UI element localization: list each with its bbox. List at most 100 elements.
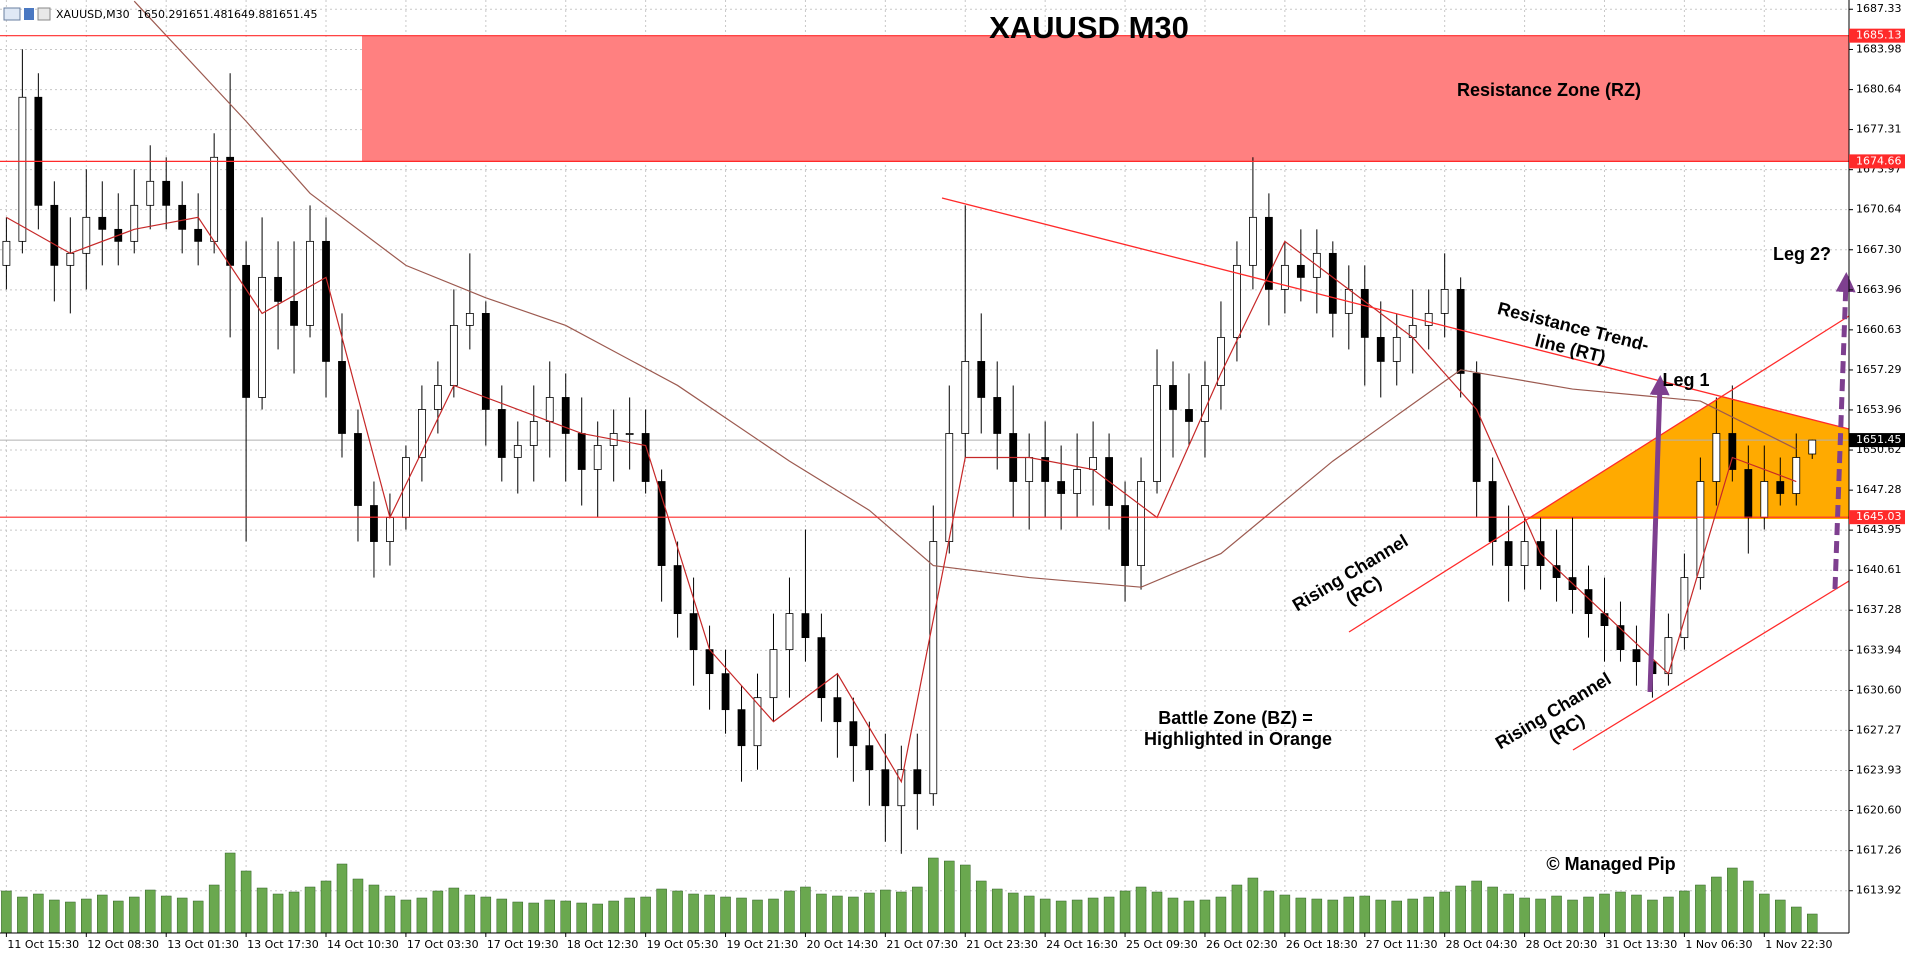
volume-bar [1759, 893, 1770, 933]
volume-bar [1327, 899, 1339, 933]
candle-body [1233, 264, 1241, 338]
volume-bar [928, 857, 939, 933]
y-tick-label: 1687.33 [1856, 2, 1902, 15]
y-tick-label: 1680.64 [1856, 83, 1902, 96]
price-tag-label: 1651.45 [1856, 433, 1902, 446]
volume-bar [1215, 896, 1227, 933]
volume-bar [1023, 895, 1035, 933]
annotation: Resistance Trend- line (RT) [1490, 298, 1655, 377]
y-tick-label: 1657.29 [1856, 363, 1902, 376]
candle-body [1328, 252, 1337, 314]
x-tick-label: 19 Oct 05:30 [647, 938, 719, 951]
volume-bar [1039, 898, 1051, 933]
volume-bar [1375, 899, 1387, 933]
volume-bar [1567, 899, 1578, 933]
y-tick-label: 1627.27 [1856, 723, 1902, 736]
volume-bar [736, 897, 747, 933]
candle-body [993, 397, 1002, 434]
volume-bar [1631, 894, 1642, 933]
price-tag-label: 1685.13 [1856, 29, 1902, 42]
y-tick-label: 1620.60 [1856, 804, 1902, 817]
candle-body [18, 96, 27, 242]
candle-body [1616, 625, 1625, 651]
volume-bar [1791, 906, 1802, 933]
candle-body [322, 240, 330, 362]
volume-bar [1583, 896, 1594, 933]
volume-bar [1183, 900, 1195, 933]
y-tick-label: 1670.64 [1856, 203, 1902, 216]
volume-bar [1503, 893, 1514, 933]
trend-line [941, 197, 1850, 430]
volume-bar [1487, 886, 1498, 933]
candle-body [50, 204, 59, 266]
volume-bar [1135, 886, 1147, 933]
x-tick-label: 11 Oct 15:30 [7, 938, 79, 951]
candle-body [1392, 337, 1401, 362]
candle-body [737, 709, 746, 747]
candle-body [833, 697, 842, 723]
candle-body [1424, 313, 1433, 326]
candle-body [593, 445, 602, 470]
candle-body [625, 433, 634, 435]
volume-bar [1647, 899, 1658, 933]
chart-title: XAUUSD M30 [989, 10, 1189, 45]
low: 1649.88 [227, 8, 273, 21]
x-tick-label: 12 Oct 08:30 [87, 938, 159, 951]
volume-bar [1535, 898, 1546, 933]
volume-bar [1071, 899, 1083, 933]
volume-bar [1, 890, 12, 933]
candle-body [1728, 433, 1737, 470]
candle-body [1440, 288, 1449, 314]
volume-bar [944, 860, 955, 933]
candle-body [897, 769, 906, 807]
candle-body [98, 216, 107, 230]
volume-bar [288, 891, 300, 933]
volume-bar [17, 896, 28, 933]
volume-bar [1599, 893, 1610, 933]
candle-body [881, 769, 890, 807]
candle-body [1057, 481, 1066, 494]
x-tick-label: 28 Oct 20:30 [1526, 938, 1598, 951]
volume-bar [33, 893, 44, 933]
candle-body [402, 457, 410, 518]
volume-bar [800, 886, 811, 933]
volume-bar [1391, 900, 1402, 933]
battle-zone [1527, 396, 1849, 519]
volume-bar [432, 890, 444, 933]
volume-bar [512, 901, 524, 933]
volume-bar [720, 896, 731, 933]
candle-body [146, 180, 155, 206]
x-tick-label: 13 Oct 17:30 [247, 938, 319, 951]
volume-bar [1295, 897, 1307, 933]
annotation: Rising Channel (RC) [1289, 528, 1427, 634]
volume-bar [128, 896, 140, 933]
candle-body [306, 240, 314, 326]
volume-bar [1055, 900, 1067, 933]
price-tag [1849, 28, 1905, 43]
volume-bar [176, 897, 188, 933]
candle-body [1249, 216, 1257, 266]
axes: 1687.331683.981680.641677.311673.971670.… [5, 2, 1905, 951]
candle-body [465, 313, 474, 326]
x-tick-label: 18 Oct 12:30 [567, 938, 639, 951]
candle-body [82, 216, 91, 254]
volume-bar [1439, 891, 1450, 933]
candle-body [1456, 288, 1465, 374]
volume-bar [1087, 897, 1099, 933]
candle-body [178, 204, 187, 230]
y-tick-label: 1613.92 [1856, 884, 1902, 897]
header: XAUUSD,M30 1650.29 1651.48 1649.88 1651.… [3, 7, 318, 21]
plot [1, 0, 1818, 933]
volume-bar [144, 889, 156, 933]
candle-body [274, 276, 282, 302]
candle-body [1488, 481, 1497, 542]
candle-body [1169, 385, 1177, 410]
price-tag-label: 1645.03 [1856, 510, 1902, 523]
candle-body [34, 96, 43, 206]
volume-bar [1679, 890, 1690, 933]
candle-body [1744, 469, 1753, 518]
candle-body [66, 252, 75, 266]
candle-body [1376, 337, 1385, 362]
candle-body [1153, 385, 1161, 482]
y-tick-label: 1660.63 [1856, 323, 1902, 336]
